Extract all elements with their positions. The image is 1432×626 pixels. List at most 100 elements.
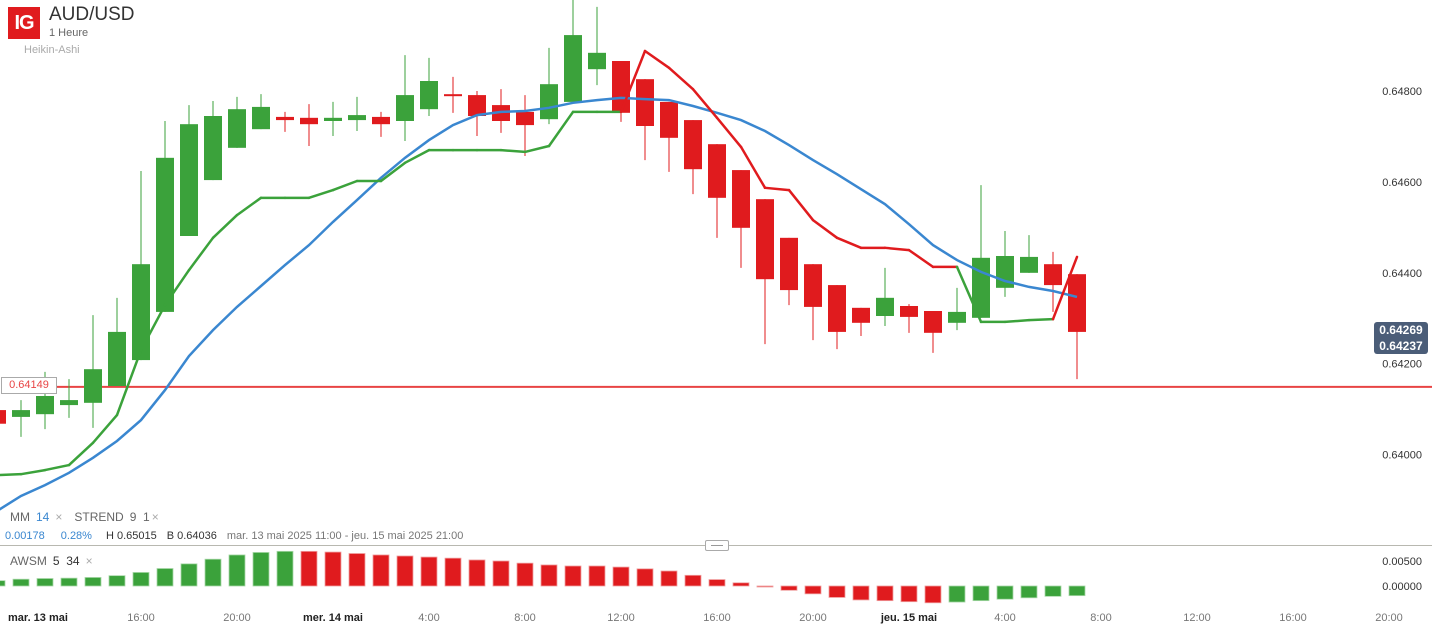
awsm-bar	[492, 560, 510, 587]
ma-period[interactable]: 14	[36, 510, 50, 524]
indicator-legend: MM 14 × STREND 9 1 ×	[10, 510, 159, 524]
candle-body	[828, 285, 846, 332]
candle	[132, 170, 150, 361]
candle	[1044, 251, 1062, 312]
candle	[420, 57, 438, 116]
date-range: mar. 13 mai 2025 11:00 - jeu. 15 mai 202…	[226, 530, 464, 542]
candle	[156, 120, 174, 312]
supertrend-segment	[907, 248, 935, 269]
supertrend-segment	[91, 413, 119, 445]
candle	[684, 120, 702, 195]
pane-resize-handle[interactable]	[705, 540, 729, 551]
candle	[444, 76, 462, 113]
awsm-y-tick-label: 0.00500	[1382, 556, 1422, 568]
candle-body	[420, 81, 438, 110]
candle-body	[252, 106, 270, 130]
candle	[60, 379, 78, 418]
change-percent: 0.28%	[60, 530, 92, 542]
supertrend-segment	[211, 213, 239, 240]
ig-logo: IG	[8, 7, 40, 39]
candle-body	[1068, 274, 1086, 332]
candle	[204, 100, 222, 181]
ma-label[interactable]: MM	[10, 510, 30, 524]
x-tick-label: 8:00	[1090, 612, 1111, 624]
remove-awsm-icon[interactable]: ×	[85, 554, 93, 568]
high-value: H 0.65015	[105, 530, 157, 542]
awsm-bar	[204, 558, 222, 587]
awsm-bar	[684, 574, 702, 587]
remove-strend-icon[interactable]: ×	[151, 510, 159, 524]
x-tick-label: 4:00	[418, 612, 439, 624]
candle	[708, 144, 726, 238]
awsm-bar	[756, 585, 774, 588]
y-tick-label: 0.64600	[1382, 177, 1422, 189]
awsm-label[interactable]: AWSM	[10, 554, 47, 568]
candle-body	[1044, 264, 1062, 286]
candle-body	[444, 94, 462, 97]
supertrend-segment	[1051, 255, 1079, 321]
strend-params[interactable]: 9 1	[129, 510, 150, 524]
awsm-bar	[612, 566, 630, 587]
candle	[1068, 274, 1086, 380]
candle	[900, 304, 918, 333]
candle-body	[396, 95, 414, 121]
supertrend-segment	[379, 161, 407, 183]
candle-body	[348, 115, 366, 121]
candle-body	[0, 410, 6, 424]
x-tick-label: 20:00	[799, 612, 827, 624]
awsm-bar	[276, 550, 294, 587]
chart-type-label[interactable]: Heikin-Ashi	[24, 44, 80, 56]
awsm-bar	[12, 578, 30, 587]
candle-body	[924, 310, 942, 333]
awsm-bar	[0, 580, 6, 587]
candle-body	[12, 410, 30, 417]
strend-label[interactable]: STREND	[74, 510, 124, 524]
awsm-bar	[228, 554, 246, 587]
horizontal-line-label[interactable]: 0.64149	[1, 377, 57, 394]
candle	[516, 95, 534, 156]
candle	[372, 111, 390, 137]
awsm-bar	[516, 562, 534, 587]
supertrend-segment	[403, 148, 431, 165]
supertrend-segment	[547, 110, 575, 148]
candle-body	[948, 311, 966, 323]
supertrend-segment	[811, 218, 839, 240]
supertrend-segment	[43, 463, 71, 472]
candle-body	[732, 170, 750, 228]
ma14-line	[0, 96, 1078, 511]
awsm-legend: AWSM 5 34 ×	[10, 554, 93, 568]
price-info-row: 0.00178 0.28% H 0.65015 B 0.64036 mar. 13 ma…	[5, 530, 463, 543]
change-value: 0.00178	[5, 530, 45, 542]
candle-body	[324, 117, 342, 121]
awsm-bar	[60, 577, 78, 587]
candle	[108, 297, 126, 386]
awsm-params[interactable]: 5 34	[52, 554, 80, 568]
awsm-bar	[132, 572, 150, 587]
candle-body	[204, 115, 222, 181]
low-value: B 0.64036	[166, 530, 217, 542]
supertrend-segment	[523, 144, 551, 154]
x-tick-label: 16:00	[127, 612, 155, 624]
supertrend-segment	[715, 116, 743, 149]
y-tick-label: 0.64000	[1382, 450, 1422, 462]
interval-label[interactable]: 1 Heure	[49, 27, 89, 39]
candle	[852, 307, 870, 336]
supertrend-segment	[139, 303, 167, 352]
candle	[804, 264, 822, 341]
x-tick-label: mar. 13 mai	[8, 612, 68, 624]
candle-body	[84, 369, 102, 403]
awsm-bar	[420, 556, 438, 587]
supertrend-segment	[499, 148, 527, 154]
candle	[876, 267, 894, 326]
instrument-title: AUD/USD	[49, 4, 135, 25]
x-tick-label: 20:00	[1375, 612, 1403, 624]
supertrend-segment	[331, 179, 359, 192]
awsm-bar	[1044, 585, 1062, 597]
supertrend-segment	[235, 196, 263, 217]
awsm-bar	[84, 577, 102, 587]
candle-body	[36, 395, 54, 415]
candle-body	[660, 101, 678, 138]
awsm-bar	[252, 552, 270, 587]
remove-ma-icon[interactable]: ×	[55, 510, 63, 524]
